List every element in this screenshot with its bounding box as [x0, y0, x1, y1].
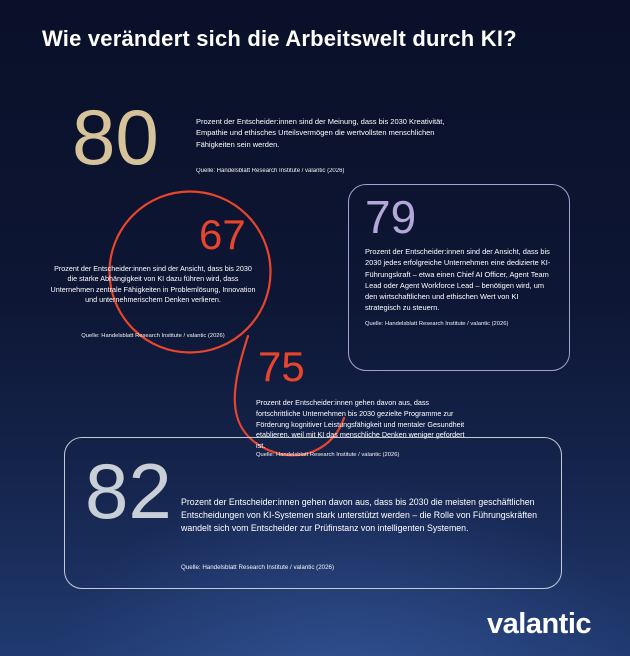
stat-79-card: 79 Prozent der Entscheider:innen sind de… — [348, 184, 570, 371]
stat-82-card: 82 Prozent der Entscheider:innen gehen d… — [64, 437, 562, 589]
stat-79-text: Prozent der Entscheider:innen sind der A… — [365, 247, 551, 312]
stat-82-number: 82 — [85, 447, 172, 535]
stat-67-number: 67 — [199, 211, 246, 258]
page-title: Wie verändert sich die Arbeitswelt durch… — [42, 26, 517, 51]
stat-80-text: Prozent der Entscheider:innen sind der M… — [196, 117, 445, 149]
stat-79-number: 79 — [365, 191, 417, 243]
stat-80-source: Quelle: Handelsblatt Research Institute … — [196, 168, 345, 174]
stat-82-text: Prozent der Entscheider:innen gehen davo… — [181, 497, 537, 533]
valantic-logo: valantic — [487, 608, 592, 640]
stat-67-text: Prozent der Entscheider:innen sind der A… — [50, 264, 256, 305]
stat-67-source: Quelle: Handelsblatt Research Institute … — [81, 333, 225, 339]
stat-75-number: 75 — [258, 343, 305, 390]
stat-75-text: Prozent der Entscheider:innen gehen davo… — [256, 398, 465, 451]
stat-79-source: Quelle: Handelsblatt Research Institute … — [365, 320, 509, 327]
stat-80-number: 80 — [72, 93, 159, 181]
stat-82-source: Quelle: Handelsblatt Research Institute … — [181, 564, 335, 571]
stat-75-source: Quelle: Handelsblatt Research Institute … — [256, 452, 400, 458]
